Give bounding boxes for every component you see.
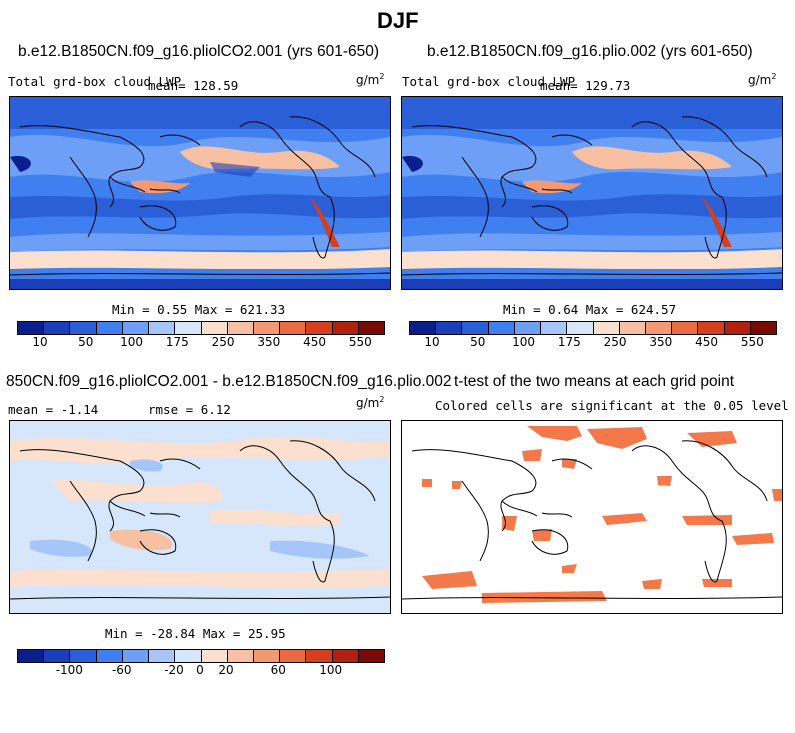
colorbar-swatch — [227, 650, 254, 662]
colorbar-swatch — [750, 322, 777, 334]
panel2-variable: Total grd-box cloud LWP — [402, 74, 576, 89]
colorbar-swatch — [462, 322, 489, 334]
colorbar-swatch — [201, 322, 228, 334]
panel3-rmse: rmse = 6.12 — [148, 402, 231, 417]
colorbar-swatch — [227, 322, 254, 334]
panel3-colorbar — [17, 649, 385, 663]
panel3-map — [9, 420, 391, 614]
colorbar-swatch — [18, 322, 45, 334]
panel2-title: b.e12.B1850CN.f09_g16.plio.002 (yrs 601-… — [427, 43, 753, 60]
colorbar-swatch — [358, 650, 385, 662]
panel2-colorbar — [409, 321, 777, 335]
colorbar-swatch — [70, 650, 97, 662]
main-title: DJF — [377, 8, 419, 33]
colorbar-tick-label: 100 — [120, 335, 143, 349]
panel1-title: b.e12.B1850CN.f09_g16.pliolCO2.001 (yrs … — [18, 43, 380, 60]
colorbar-tick-label: 350 — [649, 335, 673, 349]
colorbar-swatch — [332, 650, 359, 662]
panel1-map — [9, 96, 391, 290]
colorbar-swatch — [724, 322, 751, 334]
colorbar-tick-label: 50 — [470, 335, 486, 349]
colorbar-swatch — [488, 322, 515, 334]
colorbar-swatch — [18, 650, 45, 662]
colorbar-tick-label: 450 — [695, 335, 718, 349]
colorbar-swatch — [122, 322, 150, 334]
colorbar-tick-label: 450 — [303, 335, 326, 349]
colorbar-tick-label: 550 — [740, 335, 764, 349]
colorbar-tick-label: 20 — [218, 663, 234, 677]
colorbar-tick-label: -100 — [55, 663, 83, 677]
colorbar-swatch — [619, 322, 646, 334]
colorbar-tick-label: -20 — [164, 663, 184, 677]
panel1-mean: mean= 128.59 — [148, 78, 239, 93]
colorbar-swatch — [201, 650, 228, 662]
panel2-colorbar-ticks: 10 50 100 175 250 350 450 550 — [409, 335, 775, 349]
colorbar-swatch — [149, 650, 176, 662]
colorbar-tick-label: 60 — [270, 663, 286, 677]
colorbar-swatch — [70, 322, 97, 334]
panel1-minmax: Min = 0.55 Max = 621.33 — [112, 302, 286, 317]
panel3-units: g/m2 — [356, 395, 385, 410]
colorbar-swatch — [280, 650, 307, 662]
colorbar-tick-label: 100 — [512, 335, 535, 349]
colorbar-swatch — [149, 322, 176, 334]
panel4-map — [401, 420, 783, 614]
panel2-map — [401, 96, 783, 290]
colorbar-swatch — [253, 650, 281, 662]
colorbar-swatch — [698, 322, 725, 334]
colorbar-tick-label: 100 — [319, 663, 343, 677]
colorbar-swatch — [175, 650, 202, 662]
colorbar-tick-label: 0 — [196, 663, 204, 677]
colorbar-swatch — [332, 322, 359, 334]
colorbar-swatch — [514, 322, 542, 334]
colorbar-swatch — [280, 322, 307, 334]
colorbar-swatch — [358, 322, 385, 334]
colorbar-swatch — [672, 322, 699, 334]
colorbar-swatch — [410, 322, 437, 334]
panel3-colorbar-ticks: -100 -60 -20 0 20 60 100 — [17, 663, 383, 677]
panel2-units: g/m2 — [748, 72, 777, 87]
colorbar-swatch — [122, 650, 150, 662]
colorbar-swatch — [253, 322, 281, 334]
colorbar-swatch — [306, 322, 333, 334]
colorbar-swatch — [436, 322, 463, 334]
colorbar-swatch — [44, 650, 71, 662]
panel1-colorbar — [17, 321, 385, 335]
panel1-units: g/m2 — [356, 72, 385, 87]
panel4-title: t-test of the two means at each grid poi… — [454, 373, 735, 390]
colorbar-tick-label: 175 — [557, 335, 581, 349]
colorbar-swatch — [541, 322, 568, 334]
colorbar-tick-label: 250 — [603, 335, 627, 349]
colorbar-swatch — [306, 650, 333, 662]
panel3-title: 850CN.f09_g16.pliolCO2.001 - b.e12.B1850… — [6, 373, 452, 390]
colorbar-tick-label: -60 — [111, 663, 132, 677]
colorbar-tick-label: 10 — [32, 335, 48, 349]
panel4-subtitle: Colored cells are significant at the 0.0… — [435, 398, 789, 413]
colorbar-tick-label: 550 — [348, 335, 372, 349]
colorbar-tick-label: 175 — [165, 335, 189, 349]
colorbar-swatch — [44, 322, 71, 334]
panel1-variable: Total grd-box cloud LWP — [8, 74, 182, 89]
colorbar-swatch — [567, 322, 594, 334]
panel2-mean: mean= 129.73 — [540, 78, 631, 93]
colorbar-swatch — [645, 322, 673, 334]
panel1-colorbar-ticks: 10 50 100 175 250 350 450 550 — [17, 335, 383, 349]
panel3-minmax: Min = -28.84 Max = 25.95 — [105, 626, 286, 641]
colorbar-swatch — [593, 322, 620, 334]
panel2-minmax: Min = 0.64 Max = 624.57 — [503, 302, 677, 317]
colorbar-swatch — [96, 650, 123, 662]
colorbar-tick-label: 350 — [257, 335, 281, 349]
panel3-mean: mean = -1.14 — [8, 402, 99, 417]
colorbar-swatch — [175, 322, 202, 334]
colorbar-tick-label: 50 — [78, 335, 94, 349]
colorbar-swatch — [96, 322, 123, 334]
colorbar-tick-label: 250 — [211, 335, 235, 349]
colorbar-tick-label: 10 — [424, 335, 440, 349]
